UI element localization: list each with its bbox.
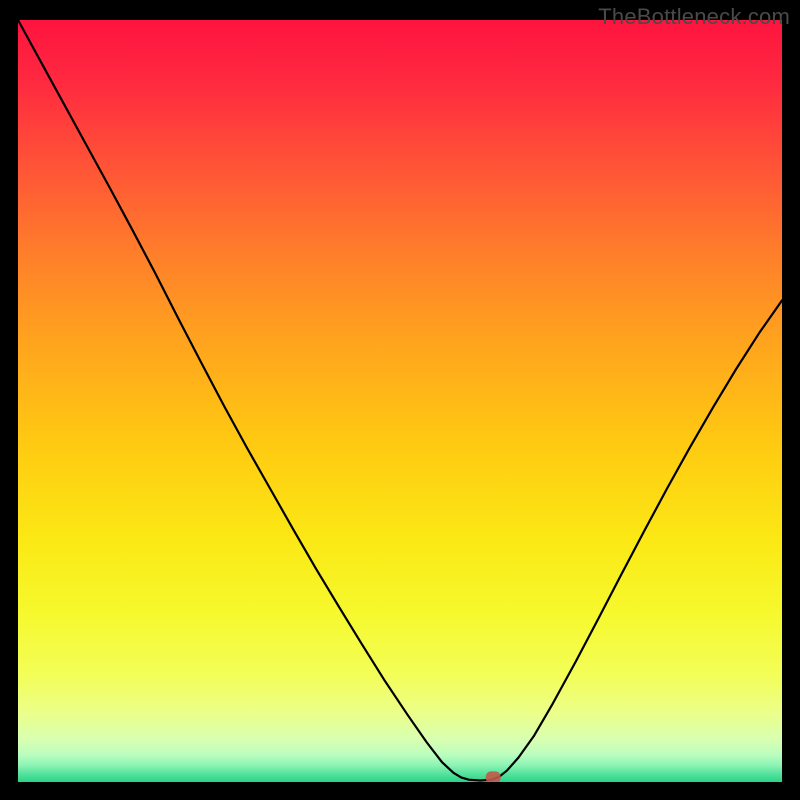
chart-container: TheBottleneck.com	[0, 0, 800, 800]
watermark-text: TheBottleneck.com	[598, 4, 790, 30]
gradient-plot-background	[18, 20, 782, 782]
bottleneck-chart-svg	[0, 0, 800, 800]
optimal-point-marker	[486, 771, 501, 783]
